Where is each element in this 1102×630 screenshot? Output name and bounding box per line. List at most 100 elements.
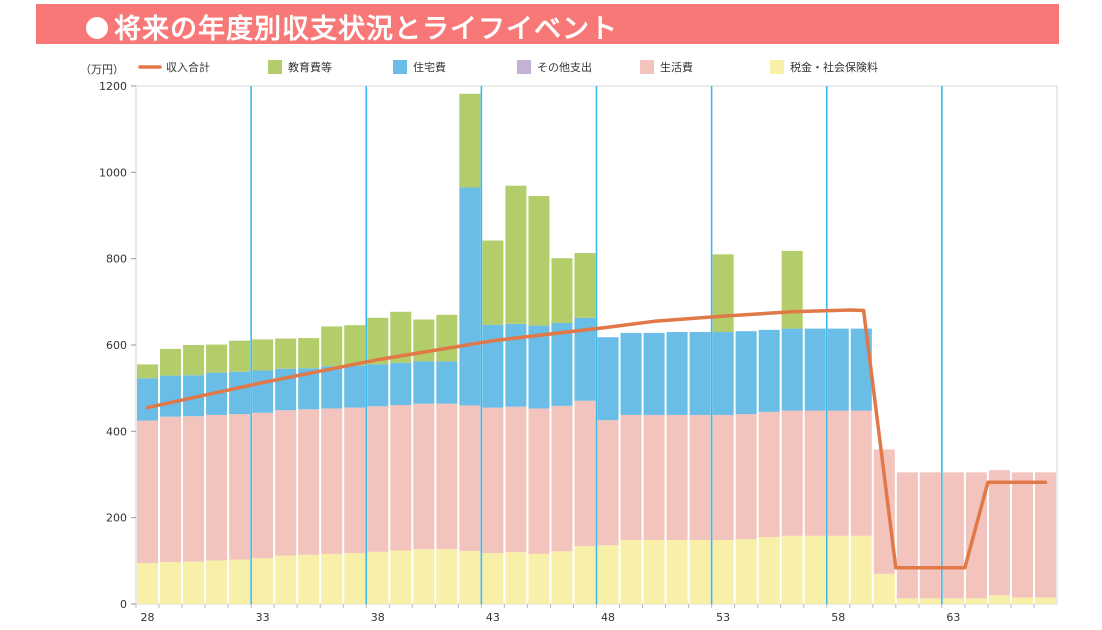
bar-housing xyxy=(482,324,504,408)
bar-living xyxy=(689,414,711,541)
bar-tax xyxy=(505,552,527,604)
legend: 収入合計 教育費等 住宅費 その他支出 生活費 税金・社会保険料 xyxy=(138,60,878,74)
bar-tax xyxy=(321,553,343,604)
bar-living xyxy=(229,414,251,560)
bar-tax xyxy=(804,535,826,604)
bar-housing xyxy=(459,187,481,406)
bar-housing xyxy=(160,375,182,417)
bar-housing xyxy=(344,365,366,408)
bar-education xyxy=(321,326,343,367)
bullet-icon xyxy=(86,16,108,39)
bar-education xyxy=(275,338,297,369)
bar-tax xyxy=(482,553,504,604)
bar-housing xyxy=(758,329,780,412)
bar-tax xyxy=(574,546,596,604)
legend-label-tax: 税金・社会保険料 xyxy=(790,60,878,74)
bar-education xyxy=(459,93,481,188)
bar-housing xyxy=(850,328,872,411)
legend-swatch-other xyxy=(517,60,531,74)
bar-education xyxy=(367,317,389,365)
bar-education xyxy=(712,254,734,333)
x-tick-label: 28 xyxy=(141,611,155,624)
bar-tax xyxy=(229,559,251,604)
bar-housing xyxy=(597,337,619,421)
bar-living xyxy=(505,406,527,553)
bar-tax xyxy=(183,561,205,604)
y-tick-label: 0 xyxy=(120,598,127,611)
bar-education xyxy=(574,253,596,318)
bar-housing xyxy=(183,375,205,417)
x-tick-label: 48 xyxy=(601,611,615,624)
bar-living xyxy=(666,414,688,541)
bar-education xyxy=(137,364,159,379)
legend-item-tax: 税金・社会保険料 xyxy=(770,60,878,74)
bar-tax xyxy=(252,558,274,604)
legend-label-other: その他支出 xyxy=(537,60,592,74)
legend-label-income: 収入合計 xyxy=(166,60,210,74)
bar-housing xyxy=(827,328,849,411)
bar-housing xyxy=(252,370,274,413)
bar-living xyxy=(1034,472,1056,598)
bar-housing xyxy=(390,362,412,406)
bar-tax xyxy=(896,598,918,604)
chart-title-text: 将来の年度別収支状況とライフイベント xyxy=(114,14,618,45)
bar-living xyxy=(574,400,596,547)
bar-living xyxy=(436,403,458,550)
bar-tax xyxy=(735,539,757,604)
bar-living xyxy=(758,411,780,538)
bar-living xyxy=(275,410,297,556)
bar-housing xyxy=(666,332,688,415)
bar-education xyxy=(252,339,274,371)
x-tick-label: 58 xyxy=(831,611,845,624)
bar-living xyxy=(919,472,941,599)
legend-label-education: 教育費等 xyxy=(288,60,332,74)
bar-tax xyxy=(988,595,1010,604)
bar-housing xyxy=(551,322,573,406)
bar-education xyxy=(344,325,366,366)
bar-living xyxy=(850,410,872,536)
x-tick-label: 38 xyxy=(371,611,385,624)
bar-living xyxy=(344,407,366,554)
bar-tax xyxy=(827,535,849,604)
bar-tax xyxy=(367,551,389,604)
bar-housing xyxy=(781,328,803,411)
bar-living xyxy=(252,412,274,559)
legend-item-income: 収入合計 xyxy=(138,60,210,74)
bar-education xyxy=(390,311,412,363)
title-banner: 将来の年度別収支状況とライフイベント xyxy=(36,4,1059,46)
bar-housing xyxy=(321,366,343,409)
bar-education xyxy=(160,348,182,376)
bar-education xyxy=(183,345,205,376)
bar-living xyxy=(781,410,803,536)
bar-housing xyxy=(229,371,251,415)
bar-housing xyxy=(137,378,159,421)
income-line xyxy=(145,308,1048,570)
y-tick-label: 600 xyxy=(106,339,127,352)
legend-item-education: 教育費等 xyxy=(268,60,332,74)
bar-education xyxy=(528,196,550,326)
bar-tax xyxy=(390,550,412,604)
bar-tax xyxy=(597,545,619,604)
bar-living xyxy=(942,472,964,599)
plot-area: 0 200 400 600 800 1000 1200 28 33 38 43 48 53 58 63 xyxy=(99,80,1058,624)
bar-living xyxy=(712,414,734,541)
bar-education xyxy=(436,314,458,362)
bar-education xyxy=(298,338,320,369)
legend-label-living: 生活費 xyxy=(660,60,693,74)
bar-living xyxy=(298,409,320,555)
legend-swatch-housing xyxy=(393,60,407,74)
bar-living xyxy=(827,410,849,536)
bar-living xyxy=(137,420,159,563)
bar-housing xyxy=(620,332,642,415)
bar-tax xyxy=(643,540,665,604)
x-tick-label: 53 xyxy=(716,611,730,624)
unit-label: （万円） xyxy=(80,63,124,76)
chart-title: 将来の年度別収支状況とライフイベント xyxy=(86,7,618,46)
bar-living xyxy=(390,405,412,551)
bar-tax xyxy=(206,560,228,604)
bar-tax xyxy=(551,551,573,604)
bar-tax xyxy=(758,537,780,604)
bar-living xyxy=(873,449,895,574)
bar-tax xyxy=(942,598,964,604)
bar-tax xyxy=(528,553,550,604)
